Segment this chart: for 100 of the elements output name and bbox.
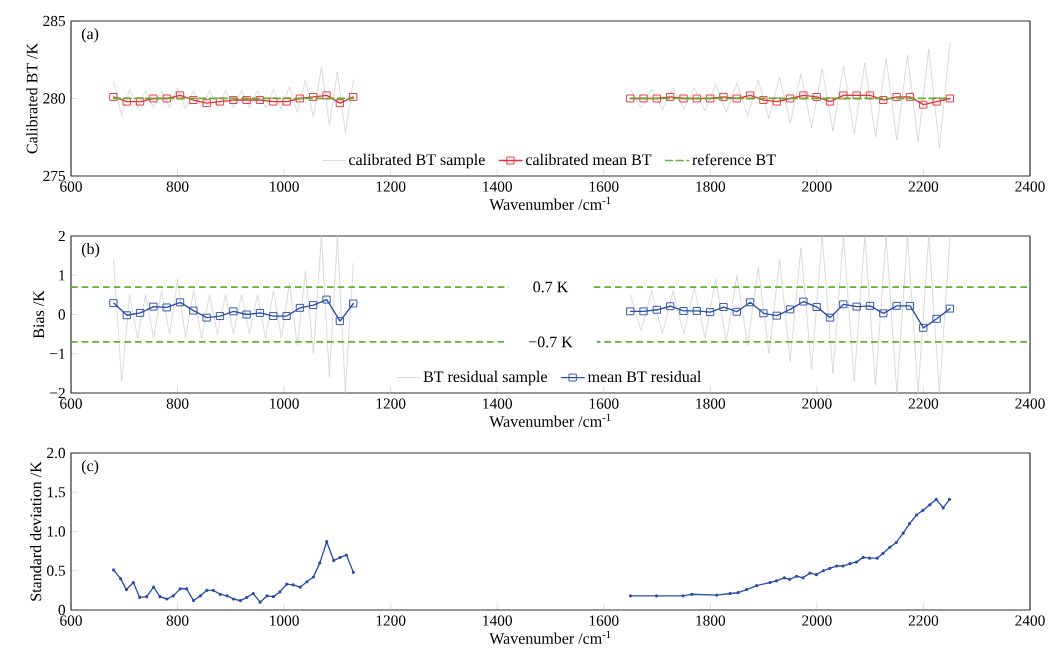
point: [176, 91, 185, 100]
point: [839, 91, 848, 100]
x-tick-label: 600: [60, 398, 82, 409]
point: [216, 312, 225, 320]
point: [892, 301, 901, 310]
point: [679, 307, 688, 315]
point: [349, 93, 358, 101]
annotation: (b): [81, 242, 100, 258]
x-axis-title: Wavenumber /cm$^{-1}$: [489, 413, 611, 427]
point: [932, 97, 941, 106]
x-tick-label: 1400: [483, 615, 512, 626]
x-tick-label: 1000: [270, 181, 299, 192]
point: [866, 91, 875, 100]
point: [189, 96, 198, 104]
point: [269, 312, 278, 320]
point: [772, 97, 781, 106]
point: [322, 295, 331, 304]
point: [719, 93, 728, 101]
point: [666, 93, 675, 101]
point: [282, 97, 291, 106]
point: [706, 308, 715, 317]
point: [639, 307, 648, 316]
point: [149, 94, 158, 103]
point: [919, 100, 928, 109]
point: [759, 96, 768, 104]
x-tick-label: 2000: [802, 398, 832, 409]
ref-line-label: −0.7 K: [529, 336, 573, 348]
point: [852, 302, 861, 311]
point: [733, 307, 741, 316]
annotation: (a): [81, 27, 99, 43]
point: [693, 94, 701, 103]
y-tick-label: 0: [58, 309, 66, 320]
point: [309, 301, 318, 309]
x-tick-label: 2200: [908, 615, 939, 626]
x-tick-label: 2400: [1015, 181, 1045, 192]
point: [799, 91, 808, 100]
point: [162, 94, 171, 103]
point: [653, 94, 661, 103]
point: [162, 303, 171, 312]
y-axis-title: Standard deviation /K: [30, 461, 42, 601]
x-tick-label: 1600: [589, 181, 619, 192]
legend-label: mean BT residual: [587, 370, 702, 383]
point: [349, 299, 358, 308]
point: [733, 94, 741, 103]
x-tick-label: 1200: [376, 398, 406, 409]
y-tick-label: 1.5: [47, 487, 66, 498]
x-tick-label: 800: [166, 398, 189, 409]
point: [242, 310, 251, 319]
x-tick-label: 2000: [802, 181, 832, 192]
point: [626, 94, 635, 103]
point: [812, 93, 821, 101]
point: [256, 96, 265, 104]
y-tick-label: 280: [43, 93, 66, 104]
point: [786, 94, 795, 103]
point: [336, 317, 344, 326]
point: [229, 96, 238, 104]
point: [136, 308, 145, 317]
point: [256, 308, 265, 317]
point: [879, 309, 888, 318]
x-tick-label: 2000: [802, 615, 832, 626]
point: [296, 303, 305, 312]
point: [946, 94, 955, 103]
point: [799, 297, 808, 306]
y-tick-label: 275: [43, 170, 66, 182]
point: [149, 302, 158, 311]
y-tick-label: −2: [50, 387, 65, 399]
x-tick-label: 2400: [1015, 615, 1045, 626]
point: [906, 93, 915, 101]
point: [109, 93, 118, 101]
point: [919, 323, 928, 332]
y-tick-label: 1: [59, 270, 65, 281]
point: [189, 306, 198, 315]
point: [786, 305, 795, 314]
point: [932, 314, 941, 323]
y-axis-title: Bias /K: [33, 290, 45, 339]
point: [109, 299, 118, 308]
point: [879, 96, 888, 104]
x-axis-title: Wavenumber /cm$^{-1}$: [489, 630, 611, 644]
point: [892, 93, 901, 101]
x-tick-label: 2200: [908, 181, 939, 192]
x-tick-label: 1800: [696, 615, 726, 626]
point: [202, 99, 211, 108]
x-tick-label: 1000: [270, 615, 299, 626]
point: [296, 94, 305, 103]
point: [812, 303, 821, 311]
legend-label: BT residual sample: [423, 370, 547, 386]
point: [322, 91, 331, 100]
point: [229, 307, 238, 316]
x-tick-label: 1000: [270, 398, 299, 409]
point: [866, 301, 875, 310]
point: [946, 304, 955, 313]
x-tick-label: 1400: [483, 181, 512, 192]
point: [123, 311, 131, 320]
point: [282, 312, 291, 320]
point: [679, 94, 688, 103]
legend-label: calibrated mean BT: [525, 153, 652, 166]
y-tick-label: 0: [58, 604, 66, 616]
point: [759, 309, 768, 318]
point: [706, 94, 715, 103]
point: [123, 97, 131, 106]
